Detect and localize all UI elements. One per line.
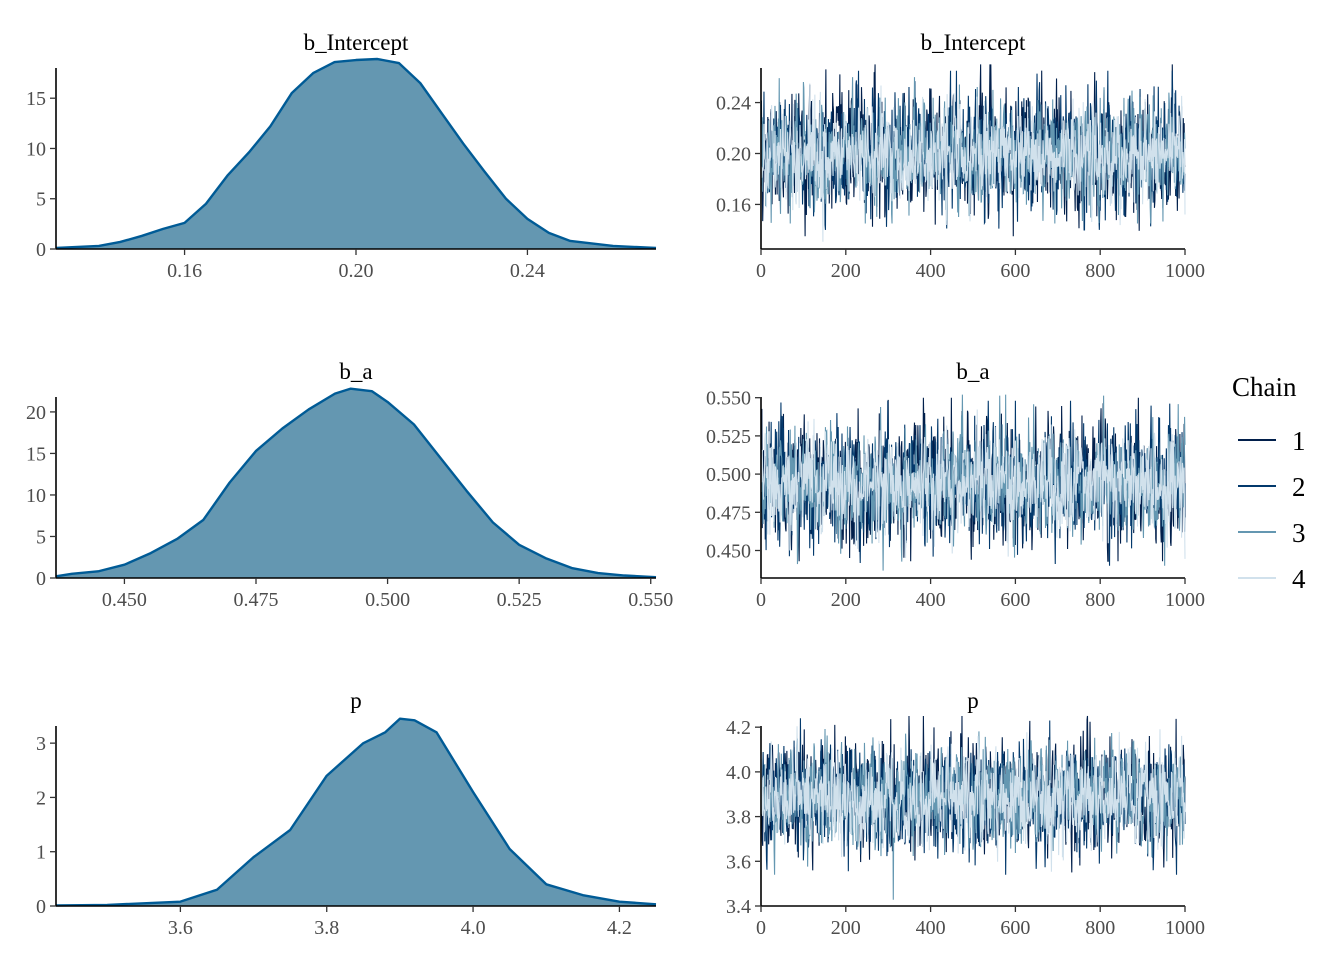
y-tick-label: 3.4 <box>726 896 751 918</box>
y-tick-label: 0.550 <box>706 388 751 410</box>
panel-trace-b_a: b_a 0 200 400 600 800 1000 0.450 0.475 0.500 0.525… <box>706 359 1205 611</box>
legend-label-3: 3 <box>1292 518 1306 548</box>
density-line <box>55 717 657 907</box>
y-tick-label: 0.525 <box>706 426 751 448</box>
x-tick-label: 600 <box>1000 589 1030 611</box>
x-tick-label: 0.525 <box>497 589 542 611</box>
y-tick-label: 10 <box>26 138 46 160</box>
y-tick-label: 1 <box>36 842 46 864</box>
y-tick-label: 0.20 <box>716 144 751 166</box>
panel-title: b_a <box>956 359 989 384</box>
x-tick-label: 600 <box>1000 917 1030 939</box>
x-tick-label: 0.16 <box>167 260 202 282</box>
x-tick-label: 3.8 <box>314 917 339 939</box>
x-tick-label: 0.450 <box>102 589 147 611</box>
legend-label-1: 1 <box>1292 426 1306 456</box>
y-tick-label: 4.0 <box>726 762 751 784</box>
density-line <box>55 387 657 579</box>
y-tick-label: 0.500 <box>706 464 751 486</box>
y-tick-label: 5 <box>36 189 46 211</box>
x-tick-label: 4.0 <box>461 917 486 939</box>
panel-trace-b_Intercept: b_Intercept 0 200 400 600 800 1000 0.16 0.20 0.24 <box>716 30 1205 282</box>
y-tick-label: 2 <box>36 787 46 809</box>
panel-trace-p: p 0 200 400 600 800 1000 3.4 3.6 3.8 4.0 4.2 <box>726 688 1205 939</box>
x-tick-label: 200 <box>831 917 861 939</box>
x-tick-label: 1000 <box>1165 589 1205 611</box>
panel-density-b_Intercept: b_Intercept 0.16 0.20 0.24 0 5 10 15 <box>26 30 657 282</box>
x-tick-label: 200 <box>831 589 861 611</box>
y-tick-label: 5 <box>36 526 46 548</box>
y-tick-label: 0 <box>36 568 46 590</box>
x-tick-label: 1000 <box>1165 917 1205 939</box>
x-tick-label: 800 <box>1085 260 1115 282</box>
y-tick-label: 0.16 <box>716 194 751 216</box>
x-tick-label: 3.6 <box>168 917 193 939</box>
x-tick-label: 0.24 <box>510 260 545 282</box>
y-tick-label: 3.8 <box>726 807 751 829</box>
panel-density-b_a: b_a 0.450 0.475 0.500 0.525 0.550 0 5 10 15 20 <box>26 359 673 611</box>
trace-chain-4 <box>760 409 1186 559</box>
x-tick-label: 0.20 <box>339 260 374 282</box>
y-tick-label: 0 <box>36 896 46 918</box>
x-tick-label: 1000 <box>1165 260 1205 282</box>
y-tick-label: 15 <box>26 443 46 465</box>
x-tick-label: 0.500 <box>365 589 410 611</box>
panel-title: b_Intercept <box>304 30 409 55</box>
y-tick-label: 0.450 <box>706 540 751 562</box>
panel-density-p: p 3.6 3.8 4.0 4.2 0 1 2 3 <box>36 688 657 939</box>
x-tick-label: 400 <box>916 260 946 282</box>
x-tick-label: 4.2 <box>607 917 632 939</box>
x-tick-label: 0 <box>756 589 766 611</box>
x-tick-label: 400 <box>916 589 946 611</box>
y-tick-label: 0.24 <box>716 93 751 115</box>
panel-title: p <box>350 688 362 713</box>
y-tick-label: 15 <box>26 88 46 110</box>
y-tick-label: 20 <box>26 402 46 424</box>
x-tick-label: 800 <box>1085 589 1115 611</box>
x-tick-label: 800 <box>1085 917 1115 939</box>
x-tick-label: 0 <box>756 917 766 939</box>
panel-title: b_a <box>339 359 372 384</box>
panel-title: b_Intercept <box>921 30 1026 55</box>
density-area <box>56 388 656 578</box>
y-tick-label: 10 <box>26 485 46 507</box>
x-tick-label: 600 <box>1000 260 1030 282</box>
y-tick-label: 3 <box>36 733 46 755</box>
y-tick-label: 4.2 <box>726 717 751 739</box>
legend-title: Chain <box>1232 372 1297 402</box>
y-tick-label: 0.475 <box>706 502 751 524</box>
trace-chain-4 <box>760 726 1186 872</box>
panel-title: p <box>967 688 979 713</box>
chain-legend: Chain 1 2 3 4 <box>1232 372 1306 594</box>
x-tick-label: 0 <box>756 260 766 282</box>
x-tick-label: 200 <box>831 260 861 282</box>
legend-label-4: 4 <box>1292 564 1306 594</box>
density-area <box>56 59 656 250</box>
y-tick-label: 3.6 <box>726 851 751 873</box>
y-tick-label: 0 <box>36 239 46 261</box>
density-line <box>55 57 657 250</box>
trace-chain-4 <box>760 83 1186 242</box>
legend-label-2: 2 <box>1292 472 1306 502</box>
density-area <box>56 718 656 906</box>
x-tick-label: 400 <box>916 917 946 939</box>
x-tick-label: 0.475 <box>234 589 279 611</box>
x-tick-label: 0.550 <box>628 589 673 611</box>
